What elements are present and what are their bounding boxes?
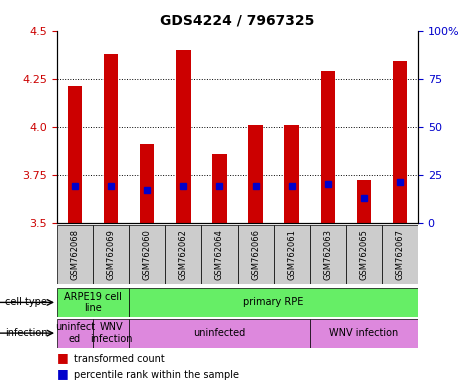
- FancyBboxPatch shape: [165, 225, 201, 284]
- Text: GDS4224 / 7967325: GDS4224 / 7967325: [160, 13, 314, 27]
- Bar: [68, 86, 82, 223]
- Bar: [321, 71, 335, 223]
- Bar: [176, 50, 190, 223]
- Text: uninfected: uninfected: [193, 328, 246, 338]
- Bar: [104, 54, 118, 223]
- Text: GSM762067: GSM762067: [396, 229, 404, 280]
- FancyBboxPatch shape: [129, 319, 310, 348]
- Text: GSM762063: GSM762063: [323, 229, 332, 280]
- Bar: [357, 180, 371, 223]
- Text: uninfect
ed: uninfect ed: [55, 322, 95, 344]
- FancyBboxPatch shape: [57, 288, 129, 317]
- FancyBboxPatch shape: [310, 319, 418, 348]
- FancyBboxPatch shape: [129, 225, 165, 284]
- Text: GSM762061: GSM762061: [287, 229, 296, 280]
- FancyBboxPatch shape: [129, 288, 418, 317]
- Text: GSM762062: GSM762062: [179, 229, 188, 280]
- Bar: [393, 61, 407, 223]
- Text: ARPE19 cell
line: ARPE19 cell line: [64, 291, 122, 313]
- Text: ■: ■: [57, 351, 69, 364]
- Text: ■: ■: [57, 367, 69, 380]
- Text: GSM762064: GSM762064: [215, 229, 224, 280]
- FancyBboxPatch shape: [57, 225, 93, 284]
- FancyBboxPatch shape: [346, 225, 382, 284]
- Text: infection: infection: [5, 328, 47, 338]
- FancyBboxPatch shape: [274, 225, 310, 284]
- Text: GSM762066: GSM762066: [251, 229, 260, 280]
- Text: GSM762068: GSM762068: [71, 229, 79, 280]
- Text: transformed count: transformed count: [74, 354, 164, 364]
- Text: primary RPE: primary RPE: [243, 297, 304, 308]
- Bar: [140, 144, 154, 223]
- Text: WNV
infection: WNV infection: [90, 322, 133, 344]
- FancyBboxPatch shape: [238, 225, 274, 284]
- FancyBboxPatch shape: [310, 225, 346, 284]
- Text: WNV infection: WNV infection: [329, 328, 399, 338]
- FancyBboxPatch shape: [93, 319, 129, 348]
- Bar: [212, 154, 227, 223]
- Text: percentile rank within the sample: percentile rank within the sample: [74, 370, 238, 380]
- FancyBboxPatch shape: [57, 319, 93, 348]
- Text: GSM762069: GSM762069: [107, 229, 115, 280]
- Bar: [285, 125, 299, 223]
- FancyBboxPatch shape: [382, 225, 418, 284]
- Bar: [248, 125, 263, 223]
- FancyBboxPatch shape: [93, 225, 129, 284]
- Text: GSM762065: GSM762065: [360, 229, 368, 280]
- Text: GSM762060: GSM762060: [143, 229, 152, 280]
- Text: cell type: cell type: [5, 297, 47, 308]
- FancyBboxPatch shape: [201, 225, 238, 284]
